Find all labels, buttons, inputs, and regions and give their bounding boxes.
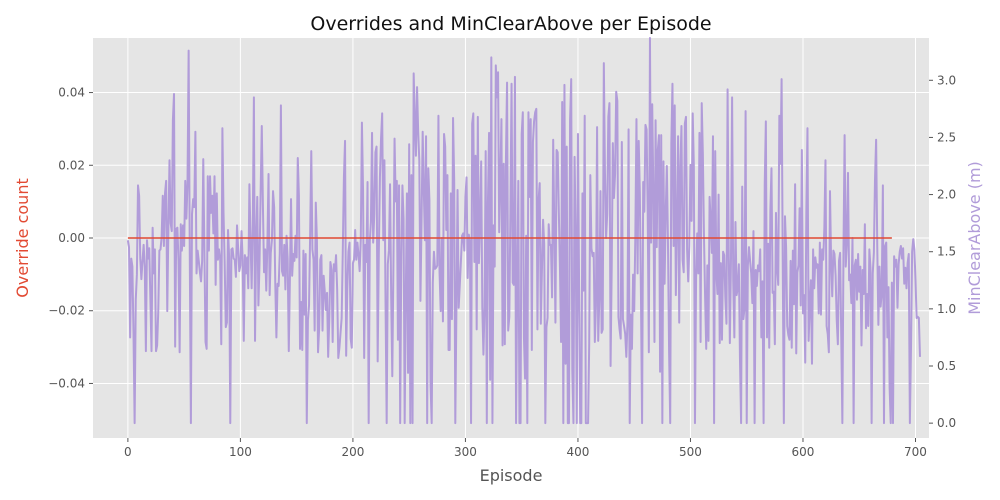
x-axis-title: Episode <box>480 466 543 485</box>
chart-title: Overrides and MinClearAbove per Episode <box>310 13 711 35</box>
x-tick-label: 600 <box>792 445 815 459</box>
x-tick-label: 500 <box>679 445 702 459</box>
x-tick-label: 200 <box>341 445 364 459</box>
right-y-tick-label: 3.0 <box>937 73 956 87</box>
left-y-tick-label: −0.04 <box>48 376 85 390</box>
left-y-tick-label: 0.04 <box>58 86 85 100</box>
x-tick-label: 700 <box>904 445 927 459</box>
x-tick-label: 400 <box>566 445 589 459</box>
right-y-tick-label: 0.5 <box>937 359 956 373</box>
right-y-tick-label: 2.0 <box>937 188 956 202</box>
left-y-tick-label: 0.02 <box>58 158 85 172</box>
minclearabove-series <box>126 37 921 425</box>
left-y-tick-label: 0.00 <box>58 231 85 245</box>
left-y-axis-title: Override count <box>13 178 32 297</box>
x-tick-label: 0 <box>124 445 132 459</box>
right-y-tick-label: 0.0 <box>937 416 956 430</box>
right-y-tick-label: 1.5 <box>937 245 956 259</box>
right-y-axis-title: MinClearAbove (m) <box>965 161 984 315</box>
right-y-axis-ticks: 0.0 0.5 1.0 1.5 2.0 2.5 3.0 <box>929 73 956 430</box>
x-tick-label: 100 <box>229 445 252 459</box>
x-axis-ticks: 0 100 200 300 400 500 600 700 <box>124 438 927 459</box>
right-y-tick-label: 2.5 <box>937 130 956 144</box>
minclearabove-line <box>126 37 921 425</box>
left-y-axis-ticks: −0.04 −0.02 0.00 0.02 0.04 <box>48 86 93 390</box>
left-y-tick-label: −0.02 <box>48 304 85 318</box>
right-y-tick-label: 1.0 <box>937 302 956 316</box>
x-tick-label: 300 <box>454 445 477 459</box>
